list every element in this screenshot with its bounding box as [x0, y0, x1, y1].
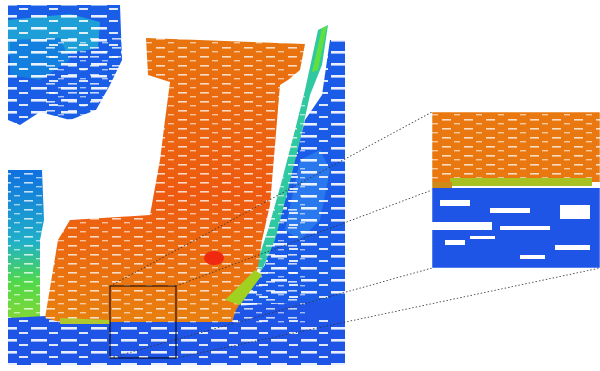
zoom-connector-lines: [109, 111, 600, 359]
zoom-selection-box: [109, 285, 177, 359]
point-cloud-scene: [8, 5, 345, 365]
left-green-strip: [8, 170, 44, 330]
zoom-inset: [431, 111, 600, 269]
building-roof: [45, 38, 305, 324]
